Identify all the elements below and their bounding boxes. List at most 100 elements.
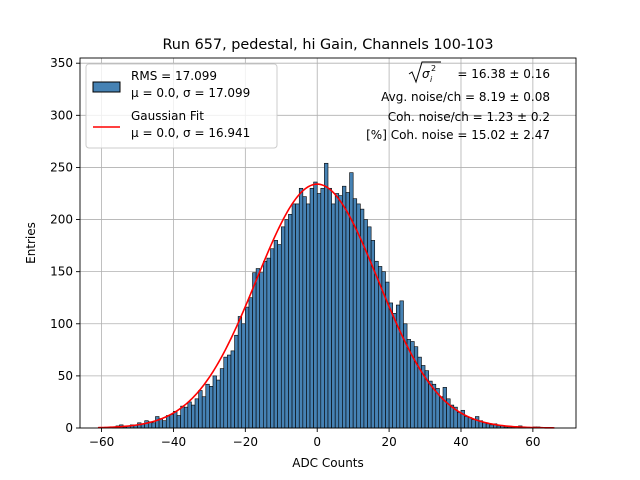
histogram-bar	[169, 414, 174, 429]
histogram-bar	[482, 422, 487, 429]
y-tick-label: 50	[58, 369, 73, 383]
histogram-bar	[201, 396, 207, 429]
annotation-sigma-value: = 16.38 ± 0.16	[454, 67, 550, 81]
y-tick-label: 150	[50, 265, 73, 279]
histogram-bar	[216, 379, 221, 429]
histogram-bar	[475, 416, 480, 429]
histogram-bar	[259, 272, 264, 429]
histogram-bar	[291, 203, 296, 429]
histogram-bar	[209, 386, 214, 429]
histogram-bar	[302, 196, 307, 429]
legend: RMS = 17.099 μ = 0.0, σ = 17.099 Gaussia…	[85, 63, 278, 149]
histogram-bar	[378, 266, 383, 429]
annotation-avg-noise: Avg. noise/ch = 8.19 ± 0.08	[381, 90, 550, 104]
plot-frame	[79, 57, 577, 429]
histogram-bar	[219, 368, 225, 429]
histogram-bar	[288, 214, 293, 429]
histogram-bar	[392, 313, 397, 429]
x-tick-label: −20	[233, 435, 258, 449]
histogram-bar	[345, 192, 350, 429]
y-axis-ticks: 0 50 100 150 200 250 300 350	[50, 56, 80, 435]
histogram-bar	[165, 415, 171, 429]
histogram-bar	[155, 416, 160, 429]
histogram-bar	[191, 404, 196, 429]
histogram-bar	[298, 187, 304, 429]
histogram-bar	[198, 390, 203, 429]
histogram-bar	[284, 219, 289, 429]
histogram-bar	[471, 419, 476, 429]
y-tick-label: 300	[50, 108, 73, 122]
sigma-superscript: 2	[431, 64, 436, 73]
histogram-bar	[237, 316, 243, 429]
sqrt-sign	[408, 61, 441, 84]
histogram-bar	[352, 198, 358, 429]
noise-annotations: σ i 2 = 16.38 ± 0.16 Avg. noise/ch = 8.1…	[366, 61, 550, 142]
histogram-bar	[194, 398, 199, 429]
histogram-bar	[464, 416, 469, 429]
gaussian-fit-curve	[97, 183, 555, 429]
histogram-bar	[144, 420, 149, 429]
x-tick-label: −60	[89, 435, 114, 449]
histogram-bar	[338, 195, 343, 429]
x-tick-label: 60	[525, 435, 540, 449]
histogram-bar	[245, 306, 250, 429]
histogram-bar	[331, 203, 336, 429]
histogram-bar	[439, 396, 444, 429]
histogram-bar	[316, 193, 322, 429]
histogram-bar	[230, 350, 235, 429]
histogram-bar	[295, 203, 300, 429]
legend-rms-line1: RMS = 17.099	[131, 69, 217, 83]
annotation-coh-noise: Coh. noise/ch = 1.23 ± 0.2	[388, 110, 550, 124]
histogram-bar	[457, 412, 462, 429]
x-axis-label: ADC Counts	[292, 456, 364, 470]
histogram-bar	[162, 420, 167, 429]
histogram-bar	[187, 401, 192, 429]
histogram-bar	[313, 181, 318, 429]
histogram-bar	[334, 193, 340, 429]
histogram-bar	[234, 334, 239, 429]
histogram-bar	[342, 185, 347, 429]
histogram-bar	[241, 323, 246, 429]
histogram-bar	[205, 383, 210, 429]
y-tick-label: 200	[50, 213, 73, 227]
legend-frame	[85, 63, 278, 149]
histogram-bar	[212, 375, 217, 429]
y-tick-label: 0	[65, 421, 73, 435]
legend-fit-line2: μ = 0.0, σ = 16.941	[131, 126, 250, 140]
y-tick-label: 350	[50, 56, 73, 70]
y-axis-label: Entries	[24, 222, 38, 264]
histogram-bar	[374, 260, 379, 429]
legend-patch-rms	[92, 81, 121, 93]
histogram-bar	[467, 417, 473, 429]
histogram-bar	[280, 226, 286, 429]
histogram-bar	[485, 423, 491, 429]
x-tick-label: −40	[161, 435, 186, 449]
histogram-bar	[263, 260, 268, 429]
histogram-bar	[324, 162, 329, 429]
y-tick-label: 100	[50, 317, 73, 331]
chart-title: Run 657, pedestal, hi Gain, Channels 100…	[162, 37, 493, 53]
histogram-bar	[266, 257, 271, 429]
histogram-bar	[273, 240, 278, 429]
x-tick-label: 20	[381, 435, 396, 449]
legend-rms-line2: μ = 0.0, σ = 17.099	[131, 86, 250, 100]
histogram-bar	[306, 203, 311, 429]
histogram-bar	[183, 406, 189, 429]
histogram-bar	[388, 302, 393, 429]
histogram-bar	[270, 248, 275, 429]
histogram-bar	[180, 405, 185, 429]
histogram-bar	[442, 387, 447, 429]
histogram-bar	[428, 380, 433, 429]
sigma-letter: σ	[422, 67, 430, 81]
histogram-bar	[248, 297, 253, 429]
histogram-bar	[489, 424, 494, 429]
histogram-bar	[173, 411, 178, 429]
x-tick-label: 40	[453, 435, 468, 449]
histogram-bar	[327, 187, 332, 429]
sqrt-sigma-symbol: σ i 2	[408, 61, 441, 84]
histogram-bar	[227, 354, 232, 429]
histogram-bar	[255, 268, 261, 429]
histogram-bar	[151, 422, 156, 429]
histogram-bar	[309, 187, 314, 429]
